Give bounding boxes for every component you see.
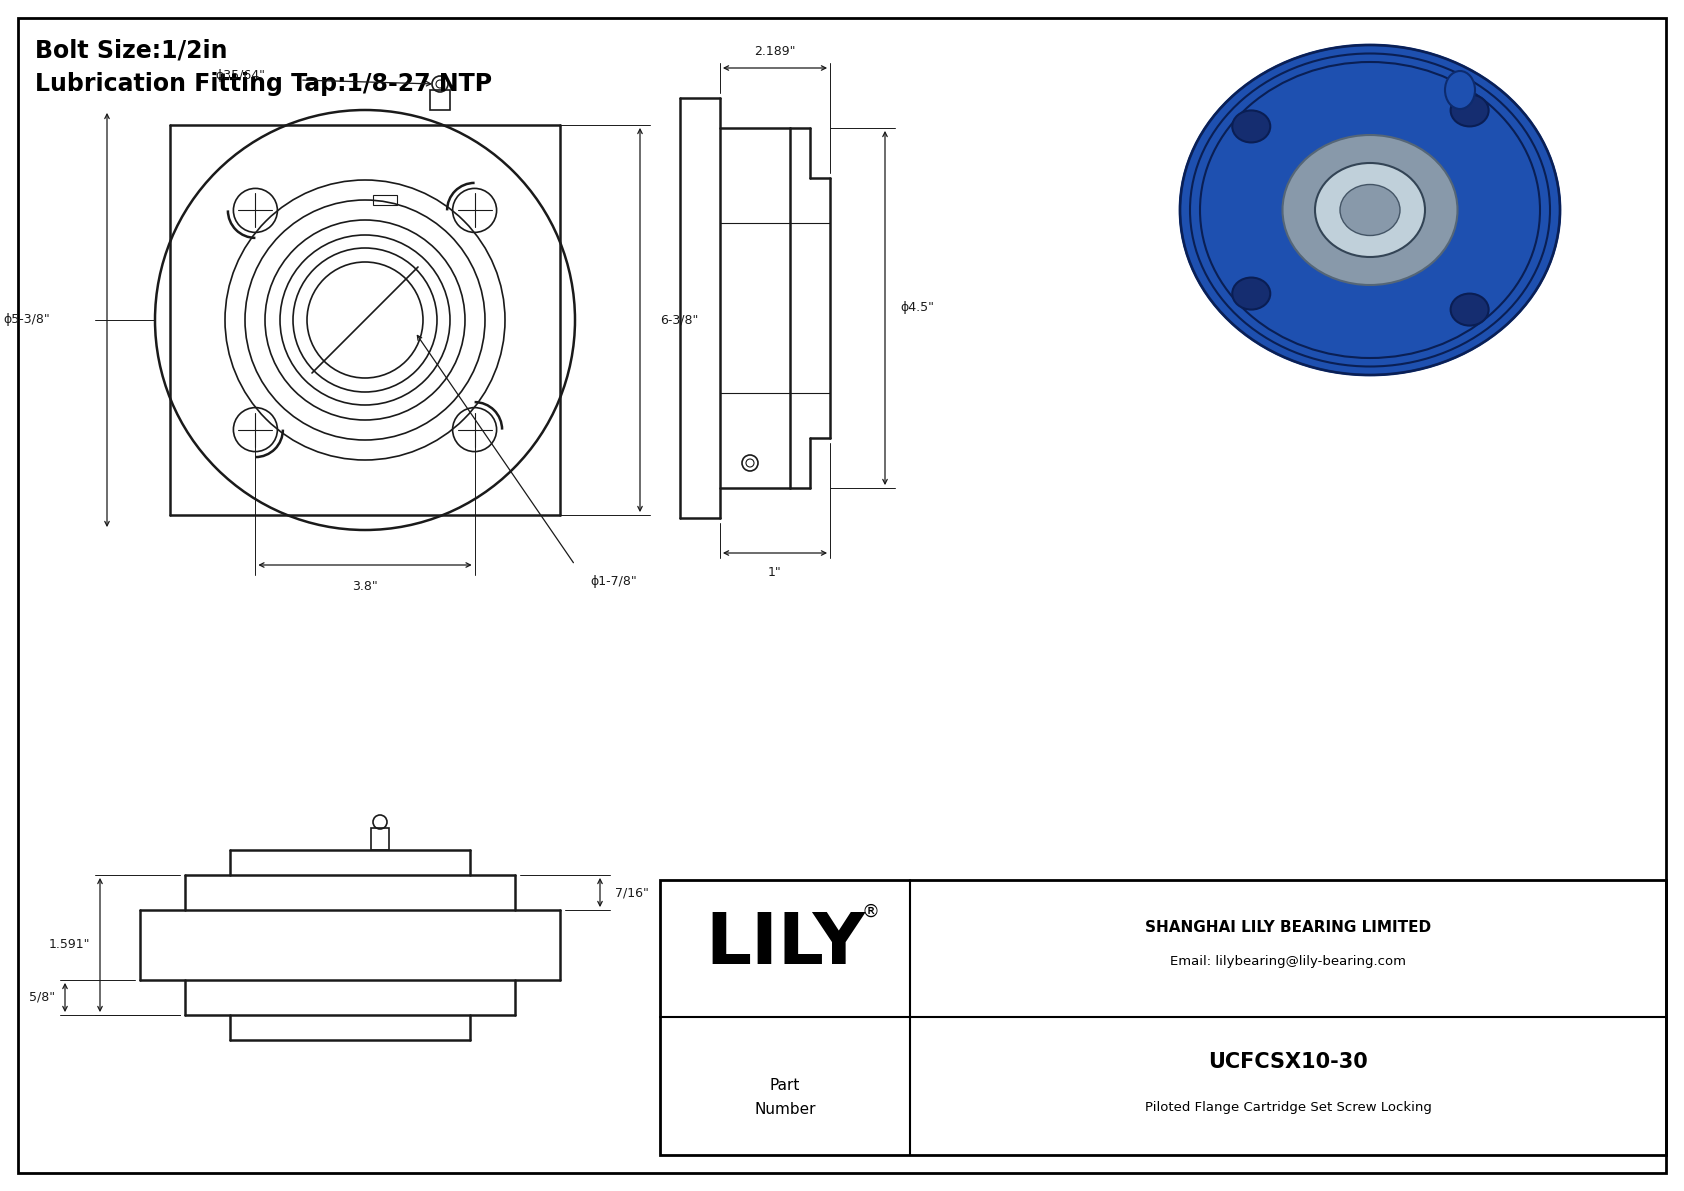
Ellipse shape (1315, 163, 1425, 257)
Bar (429, 91, 450, 110)
Ellipse shape (1340, 185, 1399, 236)
Text: 6-3/8": 6-3/8" (660, 313, 699, 326)
Text: 2.189": 2.189" (754, 45, 797, 58)
Text: ϕ5-3/8": ϕ5-3/8" (3, 313, 51, 326)
Text: Email: lilybearing@lily-bearing.com: Email: lilybearing@lily-bearing.com (1170, 955, 1406, 968)
Bar (372, 195, 397, 205)
Ellipse shape (1450, 294, 1489, 325)
Text: 7/16": 7/16" (615, 886, 648, 899)
Text: Piloted Flange Cartridge Set Screw Locking: Piloted Flange Cartridge Set Screw Locki… (1145, 1100, 1431, 1114)
Text: SHANGHAI LILY BEARING LIMITED: SHANGHAI LILY BEARING LIMITED (1145, 921, 1431, 935)
Ellipse shape (1283, 135, 1457, 285)
Ellipse shape (1450, 94, 1489, 126)
Text: Part: Part (770, 1078, 800, 1092)
Text: 5/8": 5/8" (29, 991, 56, 1004)
Bar (370, 828, 389, 850)
Text: Number: Number (754, 1103, 815, 1117)
Ellipse shape (1445, 71, 1475, 110)
Text: 1.591": 1.591" (49, 939, 89, 952)
Ellipse shape (1180, 45, 1559, 375)
Text: Bolt Size:1/2in: Bolt Size:1/2in (35, 38, 227, 62)
Text: ®: ® (861, 903, 879, 921)
Bar (660, 880, 1665, 1155)
Ellipse shape (1233, 111, 1270, 143)
Text: Lubrication Fitting Tap:1/8-27 NTP: Lubrication Fitting Tap:1/8-27 NTP (35, 71, 492, 96)
Text: ϕ35/64": ϕ35/64" (216, 69, 264, 81)
Text: 3.8": 3.8" (352, 580, 377, 593)
Text: 1": 1" (768, 566, 781, 579)
Text: ϕ4.5": ϕ4.5" (899, 301, 935, 314)
Ellipse shape (1233, 278, 1270, 310)
Text: ϕ1-7/8": ϕ1-7/8" (589, 575, 637, 588)
Text: UCFCSX10-30: UCFCSX10-30 (1207, 1052, 1367, 1072)
Text: LILY: LILY (706, 910, 866, 979)
